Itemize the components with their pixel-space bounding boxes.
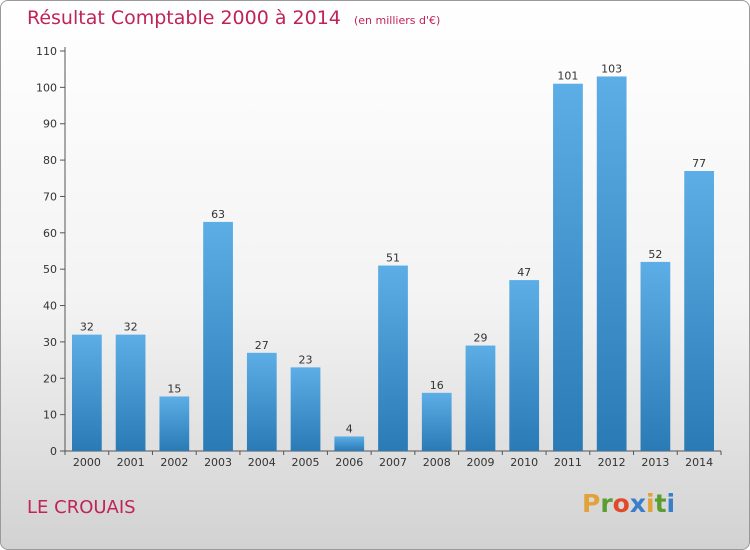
data-label: 52	[648, 248, 662, 261]
x-tick-label: 2006	[335, 456, 363, 469]
x-tick-label: 2011	[554, 456, 582, 469]
x-tick-label: 2010	[510, 456, 538, 469]
data-label: 77	[692, 157, 706, 170]
logo-letter: t	[654, 489, 667, 518]
bar	[596, 76, 627, 452]
x-tick-label: 2003	[204, 456, 232, 469]
logo-letter: o	[612, 489, 630, 518]
x-tick-label: 2004	[248, 456, 276, 469]
bar	[378, 265, 408, 451]
logo-letter: i	[666, 489, 676, 518]
y-tick-label: 50	[43, 263, 57, 276]
x-tick-label: 2002	[160, 456, 188, 469]
bar	[246, 352, 277, 451]
y-tick-label: 110	[36, 45, 57, 58]
x-tick-label: 2012	[598, 456, 626, 469]
logo-letter: x	[629, 489, 646, 518]
x-tick-label: 2000	[73, 456, 101, 469]
y-tick-label: 60	[43, 227, 57, 240]
y-tick-label: 30	[43, 336, 57, 349]
x-tick-label: 2008	[423, 456, 451, 469]
data-label: 32	[124, 321, 138, 334]
y-tick-label: 40	[43, 300, 57, 313]
data-label: 101	[557, 70, 578, 83]
logo-letter: P	[582, 489, 601, 518]
chart-title: Résultat Comptable 2000 à 2014	[27, 7, 341, 29]
data-label: 51	[386, 252, 400, 265]
bar	[334, 436, 365, 451]
x-tick-label: 2005	[292, 456, 320, 469]
data-label: 63	[211, 208, 225, 221]
bar	[465, 345, 496, 451]
x-tick-label: 2007	[379, 456, 407, 469]
proxiti-logo: Proxiti	[582, 489, 675, 518]
y-tick-label: 0	[50, 445, 57, 458]
y-tick-label: 10	[43, 409, 57, 422]
y-tick-label: 20	[43, 372, 57, 385]
y-tick-label: 90	[43, 118, 57, 131]
y-tick-label: 100	[36, 81, 57, 94]
x-tick-label: 2013	[641, 456, 669, 469]
data-label: 32	[80, 321, 94, 334]
y-tick-label: 80	[43, 154, 57, 167]
logo-letter: r	[600, 489, 613, 518]
data-label: 16	[430, 379, 444, 392]
y-tick-label: 70	[43, 190, 57, 203]
bar	[553, 83, 583, 452]
chart-subtitle: (en milliers d'€)	[353, 14, 441, 27]
bar	[159, 396, 190, 451]
bars: 32 32 15 63 27 23 4 51 16 29 47 101 103 52 77	[71, 62, 715, 452]
x-tick-label: 2014	[685, 456, 713, 469]
x-tick-label: 2009	[466, 456, 494, 469]
bar	[290, 367, 321, 451]
bar	[421, 392, 452, 451]
data-label: 27	[255, 339, 269, 352]
logo-letter: i	[646, 489, 655, 518]
bar	[115, 334, 146, 451]
bar	[71, 334, 102, 451]
data-label: 15	[167, 382, 181, 395]
bar	[203, 221, 233, 451]
x-tick-label: 2001	[117, 456, 145, 469]
bar	[509, 280, 540, 451]
data-label: 4	[346, 422, 353, 435]
bar	[684, 171, 715, 451]
bar	[640, 261, 671, 451]
commune-name: LE CROUAIS	[27, 497, 136, 518]
data-label: 23	[299, 353, 313, 366]
data-label: 29	[473, 332, 487, 345]
data-label: 103	[601, 62, 622, 75]
data-label: 47	[517, 266, 531, 279]
title-row: Résultat Comptable 2000 à 2014 (en milli…	[27, 7, 440, 29]
